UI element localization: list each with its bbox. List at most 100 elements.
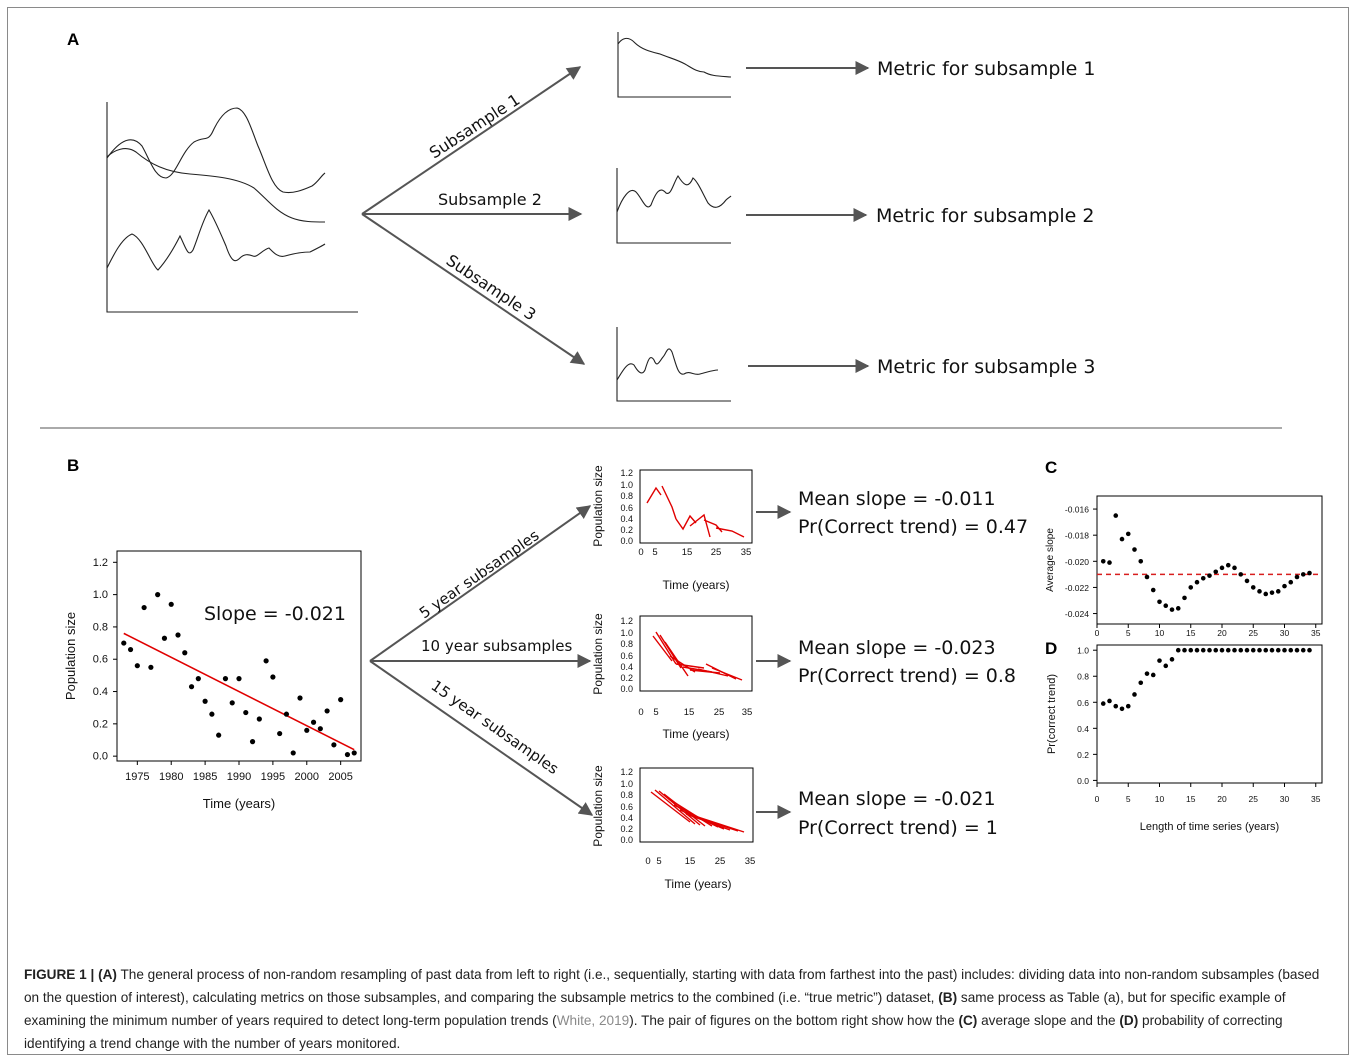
panel-b-label: B	[67, 456, 79, 475]
main-chart-ytick-label: 0.0	[93, 751, 108, 763]
main-chart-point	[331, 742, 337, 748]
main-chart-point	[127, 646, 134, 653]
chart-d-point	[1100, 701, 1106, 706]
main-chart-point	[304, 727, 310, 733]
caption-tag-b: (B)	[938, 990, 958, 1005]
main-chart-xtick-label: 2005	[328, 771, 352, 783]
chart-d-point	[1138, 680, 1144, 686]
caption-reference-link[interactable]: White, 2019	[556, 1013, 630, 1028]
panel-c-label: C	[1045, 458, 1057, 477]
svg-text:1.0: 1.0	[620, 628, 633, 638]
mean-slope-15-year: Mean slope = -0.021	[798, 788, 996, 810]
svg-text:5: 5	[652, 547, 657, 558]
subsample-3-series	[616, 348, 719, 381]
main-chart-point	[202, 698, 208, 704]
main-chart-point	[243, 709, 249, 716]
chart-c-point	[1300, 572, 1306, 577]
chart-d-point	[1132, 692, 1137, 697]
svg-text:1.2: 1.2	[620, 468, 633, 478]
svg-text:0.8: 0.8	[620, 639, 633, 649]
main-chart-xtick-label: 1985	[193, 771, 217, 783]
main-chart-point	[283, 711, 290, 717]
chart-c-point	[1238, 572, 1244, 577]
main-chart-point	[121, 640, 127, 646]
chart-d-point	[1188, 647, 1194, 653]
arrow-label-5-year: 5 year subsamples	[416, 526, 543, 622]
main-chart-xtick-label: 2000	[295, 771, 319, 783]
svg-text:0.2: 0.2	[620, 525, 633, 535]
svg-text:0.0: 0.0	[620, 684, 633, 694]
svg-text:35: 35	[742, 707, 753, 718]
small-plot-15-year-xticks: 0 5 15 25 35	[645, 856, 755, 867]
chart-d-point	[1150, 672, 1156, 678]
svg-text:1.2: 1.2	[620, 767, 633, 777]
panel-b-arrows	[369, 505, 594, 816]
chart-c-point	[1275, 589, 1281, 594]
main-plot-series-1	[106, 107, 326, 194]
svg-text:0: 0	[645, 856, 650, 867]
chart-d-ytick-label: 0.6	[1077, 698, 1089, 708]
chart-c-point	[1194, 579, 1200, 585]
mean-slope-5-year: Mean slope = -0.011	[798, 488, 996, 510]
subsample-2-series	[616, 174, 732, 213]
svg-text:0: 0	[638, 707, 643, 718]
chart-d-point	[1213, 647, 1219, 653]
small-plot-10-year: 0.00.20.40.6 0.81.0 1.2 0 5 15 25 35 Time (yea…	[591, 613, 753, 741]
main-chart-point	[236, 676, 242, 682]
caption-text-3: ). The pair of figures on the bottom rig…	[629, 1013, 959, 1028]
chart-d-point	[1200, 647, 1206, 653]
small-plot-10-year-xticks: 0 5 15 25 35	[638, 707, 752, 718]
svg-text:25: 25	[714, 707, 725, 718]
chart-d-point	[1107, 698, 1112, 704]
chart-c-xtick-label: 15	[1186, 628, 1196, 638]
main-chart-point	[134, 663, 140, 669]
caption-text-2: same process as Table (a), but for speci…	[24, 990, 1286, 1028]
chart-c-point	[1257, 589, 1262, 594]
small-plot-5-year-xticks: 0 5 15 25 35	[638, 547, 751, 558]
chart-d-point	[1294, 647, 1300, 653]
chart-c-point	[1263, 591, 1269, 597]
caption-tag-d: (D)	[1119, 1013, 1139, 1028]
chart-d-xlabel: Length of time series (years)	[1140, 821, 1279, 833]
chart-c-point	[1294, 574, 1300, 580]
main-chart-point	[195, 676, 201, 682]
svg-text:15: 15	[682, 547, 693, 558]
caption-text-5: probability of correcting identifying a …	[24, 1013, 1283, 1051]
arrow-label-subsample-2: Subsample 2	[438, 190, 542, 209]
small-plot-5-year-ylabel: Population size	[591, 465, 605, 547]
main-chart-point	[344, 751, 351, 758]
pr-correct-5-year: Pr(Correct trend) = 0.47	[798, 516, 1028, 538]
chart-c-point	[1250, 585, 1256, 590]
main-chart-point	[310, 719, 317, 725]
chart-c-xtick-label: 10	[1155, 628, 1165, 638]
panel-a-label: A	[67, 30, 79, 49]
arrow-label-subsample-3: Subsample 3	[443, 251, 540, 325]
svg-text:35: 35	[741, 547, 752, 558]
main-chart-ylabel: Population size	[63, 612, 78, 700]
chart-d-point	[1282, 647, 1287, 653]
main-chart-point	[182, 650, 188, 656]
chart-d-point	[1194, 647, 1200, 653]
svg-text:0.4: 0.4	[620, 514, 633, 524]
pr-correct-10-year: Pr(Correct trend) = 0.8	[798, 665, 1016, 687]
figure-caption: FIGURE 1 | (A) The general process of no…	[24, 963, 1336, 1055]
arrow-5-year	[369, 505, 592, 662]
small-plot-5-year-yticks: 0.00.20.40.6 0.81.0 1.2	[620, 468, 633, 546]
chart-d-point	[1207, 647, 1212, 653]
chart-d-point	[1169, 657, 1175, 662]
arrow-15-year	[369, 660, 594, 816]
chart-c-point	[1169, 607, 1175, 612]
chart-c-point	[1119, 536, 1125, 542]
small-plot-5-year-xlabel: Time (years)	[663, 578, 730, 592]
caption-figure-number: FIGURE 1 |	[24, 967, 95, 982]
chart-c-point	[1219, 565, 1225, 571]
chart-c-xtick-label: 30	[1280, 628, 1290, 638]
main-chart-slope-label: Slope = -0.021	[204, 603, 346, 625]
chart-d-ytick-label: 0.8	[1077, 672, 1089, 682]
main-chart-point	[277, 730, 283, 737]
chart-c-point	[1125, 531, 1131, 537]
main-chart-point	[209, 711, 215, 717]
subsample-plots	[616, 32, 732, 402]
chart-c-ytick-label: -0.024	[1065, 609, 1089, 619]
main-chart-point	[222, 676, 229, 682]
